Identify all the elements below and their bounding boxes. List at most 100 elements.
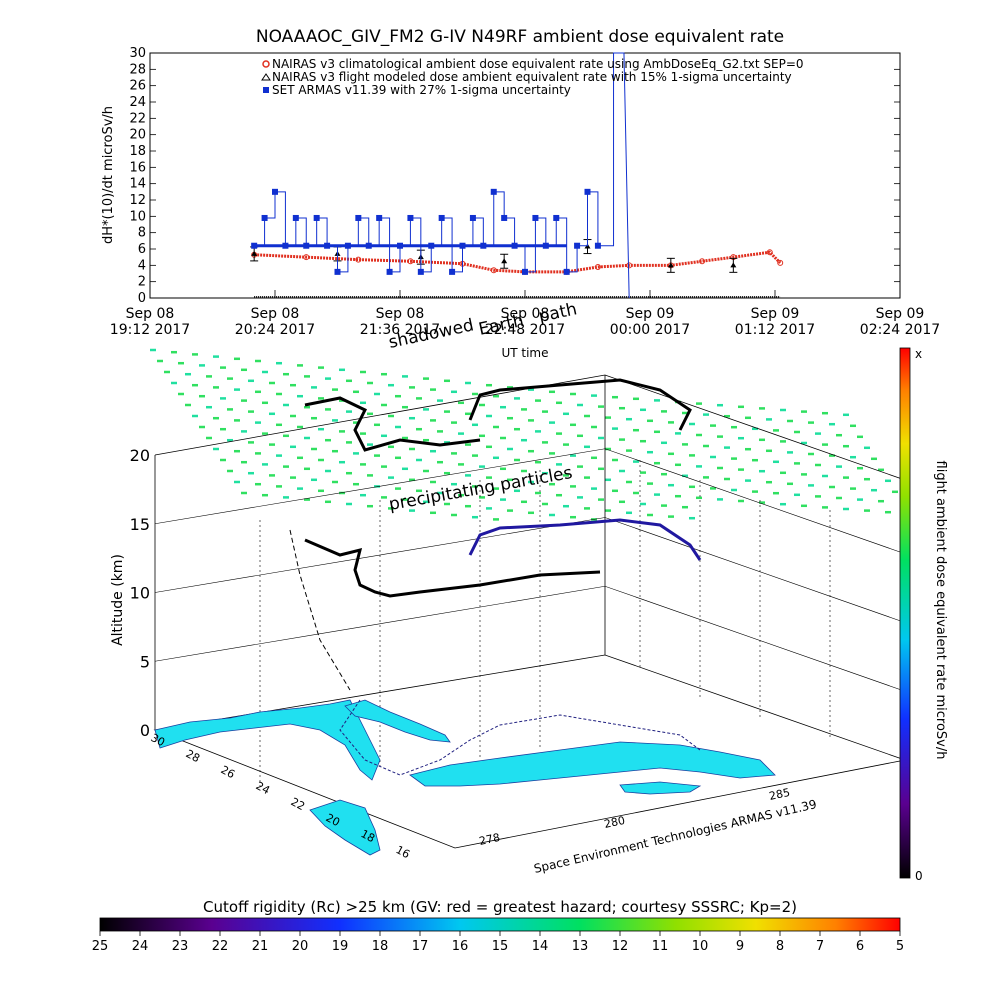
- data-point: [766, 249, 773, 256]
- data-point: [553, 214, 560, 221]
- altitude-gridlines: [154, 448, 906, 692]
- latitude-tick-label: 18: [359, 827, 377, 845]
- rc-colorbar-title: Cutoff rigidity (Rc) >25 km (GV: red = g…: [203, 898, 797, 916]
- longitude-tick-label: 285: [768, 786, 791, 803]
- rc-colorbar-gradient: [99, 917, 901, 932]
- longitude-tick-label: 280: [603, 814, 626, 831]
- data-point: [469, 214, 476, 221]
- latitude-ticks: 30 28 26 24 22 20 18 16: [149, 731, 412, 861]
- x-tick-label-date: Sep 09: [876, 306, 925, 322]
- data-point: [282, 242, 289, 249]
- rc-tick-label: 17: [412, 939, 429, 954]
- rc-tick-label: 5: [896, 939, 904, 954]
- data-point: [511, 242, 518, 249]
- latitude-tick-label: 28: [184, 747, 202, 765]
- y-tick-label: 12: [129, 193, 146, 208]
- altitude-tick-label: 10: [130, 584, 150, 603]
- data-point: [532, 214, 539, 221]
- series-square: [251, 52, 630, 299]
- data-point: [522, 268, 528, 275]
- data-point: [334, 268, 341, 275]
- data-point: [574, 242, 581, 249]
- rc-tick-label: 13: [572, 939, 589, 954]
- y-tick-label: 22: [129, 111, 146, 126]
- y-tick-label: 14: [129, 177, 146, 192]
- data-point: [449, 268, 456, 275]
- data-point: [261, 214, 268, 221]
- x-tick-label-time: 00:00 2017: [610, 322, 690, 338]
- y-tick-label: 10: [129, 209, 146, 224]
- altitude-tick-label: 0: [140, 721, 150, 740]
- x-tick-label-time: 22:48 2017: [485, 322, 565, 338]
- y-tick-label: 30: [129, 46, 146, 61]
- rc-tick-label: 7: [816, 939, 824, 954]
- data-point: [376, 214, 383, 221]
- altitude-tick-label: 15: [130, 515, 150, 534]
- data-point: [355, 214, 362, 221]
- landmass-bahamas: [344, 699, 451, 743]
- legend: NAIRAS v3 climatological ambient dose eq…: [261, 57, 804, 97]
- rc-tick-label: 11: [652, 939, 669, 954]
- longitude-tick-label: 278: [478, 831, 501, 848]
- data-series: [250, 52, 784, 299]
- data-point: [303, 242, 310, 249]
- rc-tick-label: 16: [452, 939, 469, 954]
- x-tick-label-time: 19:12 2017: [110, 322, 190, 338]
- data-point: [699, 258, 706, 265]
- rc-tick-label: 9: [736, 939, 744, 954]
- data-point: [365, 242, 372, 249]
- y-tick-label: 16: [129, 160, 146, 175]
- altitude-gridline: [154, 585, 906, 692]
- dose-rate-grid: [150, 348, 898, 521]
- legend-marker: [261, 73, 271, 81]
- legend-label: SET ARMAS v11.39 with 27% 1-sigma uncert…: [272, 83, 571, 97]
- vertical-guides: [259, 460, 831, 790]
- rc-tick-label: 14: [532, 939, 549, 954]
- flight-track-top-projection: [304, 378, 692, 452]
- altitude-ticks: 0 5 10 15 20: [130, 446, 150, 740]
- box-top-edges: [154, 374, 906, 481]
- data-point: [667, 262, 674, 268]
- data-point: [490, 267, 497, 274]
- latitude-tick-label: 26: [219, 763, 237, 781]
- data-point: [355, 256, 362, 263]
- data-point: [563, 268, 570, 275]
- annotation-precipitating-particles: precipitating particles: [387, 463, 574, 515]
- data-point: [292, 214, 299, 221]
- data-point: [251, 250, 258, 256]
- rc-colorbar-ticks: 25 24 23 22 21 20 19 18 17 16 15 14 13 12 11 10 9 8 7 6 5: [92, 931, 904, 954]
- latitude-tick-label: 20: [324, 811, 342, 829]
- x-axis-label: UT time: [501, 346, 548, 360]
- x-tick-label-time: 20:24 2017: [235, 322, 315, 338]
- y-tick-label: 26: [129, 79, 146, 94]
- dose-colorbar-bottom-label: 0: [915, 869, 923, 883]
- longitude-ticks: 278 280 285: [478, 786, 791, 848]
- data-point: [730, 262, 737, 268]
- rc-tick-label: 24: [132, 939, 149, 954]
- data-point: [417, 268, 424, 275]
- ascent-path: [289, 529, 351, 691]
- rc-tick-label: 19: [332, 939, 349, 954]
- landmass-cuba-hispaniola: [409, 741, 776, 787]
- data-point: [501, 214, 508, 221]
- x-tick-label-date: Sep 08: [376, 306, 425, 322]
- data-point: [542, 242, 549, 249]
- legend-label: NAIRAS v3 flight modeled dose ambient eq…: [272, 70, 792, 84]
- x-tick-label-date: Sep 08: [501, 306, 550, 322]
- legend-item: NAIRAS v3 climatological ambient dose eq…: [262, 57, 804, 71]
- y-tick-label: 4: [138, 258, 146, 273]
- x-tick-label-time: 01:12 2017: [735, 322, 815, 338]
- y-tick-label: 0: [138, 291, 146, 306]
- y-tick-label: 20: [129, 128, 146, 143]
- series-circle: [251, 249, 784, 275]
- x-tick-label-date: Sep 09: [751, 306, 800, 322]
- legend-item: SET ARMAS v11.39 with 27% 1-sigma uncert…: [263, 83, 571, 97]
- data-point: [344, 242, 351, 249]
- data-point: [272, 188, 278, 195]
- altitude-gridline: [154, 448, 906, 555]
- rc-tick-label: 12: [612, 939, 629, 954]
- rc-tick-label: 8: [776, 939, 784, 954]
- x-tick-label-date: Sep 08: [251, 306, 300, 322]
- dose-colorbar-label: flight ambient dose equivalent rate micr…: [933, 461, 948, 760]
